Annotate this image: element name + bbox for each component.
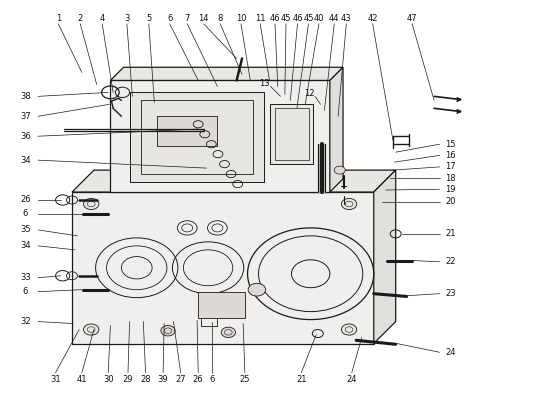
Text: 2: 2 — [78, 14, 83, 23]
Polygon shape — [330, 67, 343, 192]
Text: 19: 19 — [446, 185, 456, 194]
Text: 3: 3 — [124, 14, 130, 23]
Text: 37: 37 — [20, 112, 31, 121]
Text: 31: 31 — [50, 375, 61, 384]
Text: 12: 12 — [304, 89, 314, 98]
Polygon shape — [130, 92, 264, 182]
Text: 6: 6 — [23, 287, 28, 296]
Text: 40: 40 — [314, 14, 324, 23]
Text: 6: 6 — [209, 375, 214, 384]
Polygon shape — [374, 170, 395, 344]
Text: 29: 29 — [123, 375, 133, 384]
Text: 21: 21 — [296, 375, 306, 384]
Text: 18: 18 — [446, 174, 456, 182]
Polygon shape — [198, 292, 245, 318]
Polygon shape — [157, 116, 217, 146]
Text: 13: 13 — [258, 79, 270, 88]
Text: 32: 32 — [20, 317, 31, 326]
Text: 35: 35 — [20, 225, 31, 234]
Circle shape — [342, 198, 357, 210]
Text: 46: 46 — [270, 14, 280, 23]
Text: 25: 25 — [240, 375, 250, 384]
Text: 11: 11 — [255, 14, 266, 23]
Text: 20: 20 — [446, 198, 456, 206]
Circle shape — [248, 283, 266, 296]
Text: 38: 38 — [20, 92, 31, 101]
Text: 6: 6 — [167, 14, 172, 23]
Circle shape — [342, 324, 357, 335]
Text: 45: 45 — [280, 14, 291, 23]
Text: 39: 39 — [158, 375, 168, 384]
Text: a passion since 1985: a passion since 1985 — [195, 260, 355, 275]
Text: 46: 46 — [292, 14, 303, 23]
Polygon shape — [72, 170, 395, 192]
Text: 14: 14 — [199, 14, 209, 23]
Text: 28: 28 — [140, 375, 151, 384]
Text: 34: 34 — [20, 156, 31, 165]
Circle shape — [334, 166, 345, 174]
Polygon shape — [111, 80, 330, 192]
Text: 17: 17 — [446, 162, 456, 172]
Circle shape — [84, 324, 99, 335]
Text: 26: 26 — [20, 196, 31, 204]
Circle shape — [221, 327, 235, 338]
Text: 30: 30 — [103, 375, 113, 384]
Text: 34: 34 — [20, 241, 31, 250]
Polygon shape — [111, 67, 343, 80]
Text: 41: 41 — [76, 375, 87, 384]
Polygon shape — [270, 104, 314, 164]
Text: 22: 22 — [446, 257, 456, 266]
Text: 24: 24 — [346, 375, 357, 384]
Text: 33: 33 — [20, 273, 31, 282]
Text: 45: 45 — [303, 14, 313, 23]
Text: 42: 42 — [367, 14, 378, 23]
Text: 36: 36 — [20, 132, 31, 141]
Text: 8: 8 — [217, 14, 223, 23]
Text: e-passion: e-passion — [182, 202, 346, 230]
Text: 23: 23 — [446, 289, 456, 298]
Text: 5: 5 — [146, 14, 151, 23]
Text: 6: 6 — [23, 210, 28, 218]
Text: 47: 47 — [407, 14, 417, 23]
Text: 4: 4 — [100, 14, 105, 23]
Text: 26: 26 — [193, 375, 204, 384]
Text: 16: 16 — [446, 151, 456, 160]
Text: 27: 27 — [175, 375, 186, 384]
Text: 24: 24 — [446, 348, 456, 357]
Text: 1: 1 — [56, 14, 61, 23]
Text: 10: 10 — [236, 14, 246, 23]
Polygon shape — [72, 192, 374, 344]
Text: 43: 43 — [341, 14, 351, 23]
Text: 7: 7 — [185, 14, 190, 23]
Circle shape — [84, 198, 99, 210]
Text: 15: 15 — [446, 140, 456, 149]
Circle shape — [161, 326, 175, 336]
Text: 21: 21 — [446, 229, 456, 238]
Text: 44: 44 — [329, 14, 339, 23]
